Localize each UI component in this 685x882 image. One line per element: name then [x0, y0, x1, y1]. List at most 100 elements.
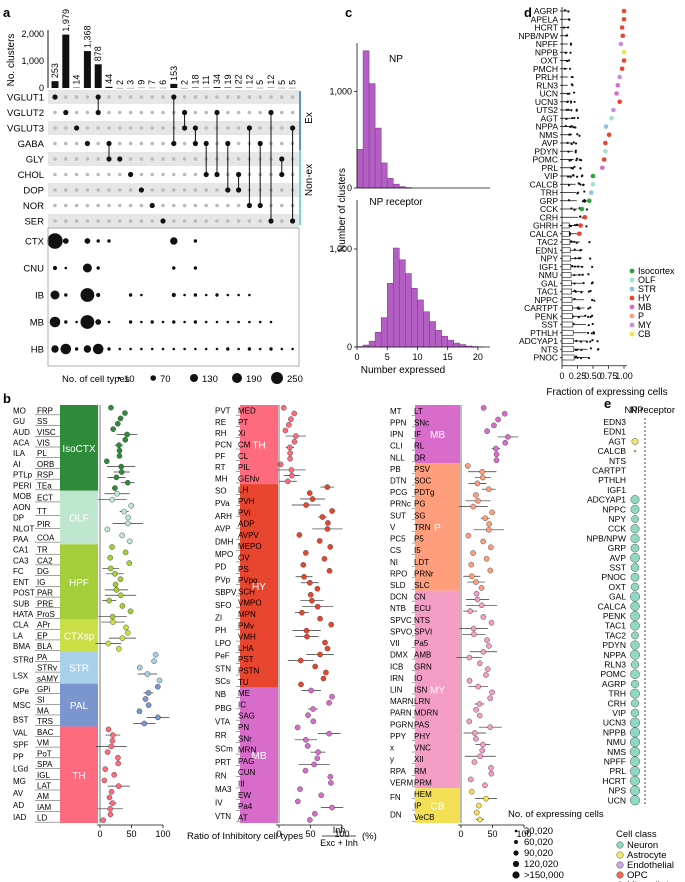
ratio-point	[100, 817, 107, 823]
e-gene-label: NPPA	[603, 650, 626, 660]
np-outlier-point	[566, 141, 569, 144]
e-expr-dot	[630, 649, 640, 660]
matrix-dot-empty	[74, 110, 79, 115]
e-gene-label: IGF1	[607, 485, 626, 495]
matrix-dot-empty	[226, 126, 230, 130]
np-outlier-point	[566, 92, 569, 95]
np-outlier-point	[563, 67, 567, 70]
region-legend-label: Isocortex	[638, 266, 675, 276]
region-size-dot	[237, 320, 240, 324]
np-highlight-point	[601, 157, 607, 162]
np-outlier-point	[574, 151, 577, 154]
e-gene-label: HCRT	[603, 776, 626, 786]
matrix-dot-empty	[258, 219, 263, 223]
np-box	[561, 321, 574, 328]
e-expr-dot	[630, 688, 640, 699]
np-outlier-point	[564, 124, 567, 128]
ratio-point	[122, 549, 129, 556]
np-outlier-point	[566, 34, 569, 37]
ratio-point	[109, 800, 116, 806]
upset-bar-label: 12	[266, 75, 276, 85]
ratio-point	[483, 672, 489, 678]
np-gene-label: NPPC	[534, 295, 558, 305]
subregion-label: PGRN	[390, 720, 413, 729]
matrix-dot-empty	[182, 172, 187, 177]
e-expr-dot	[630, 601, 640, 611]
np-gene-label: NMS	[539, 130, 558, 140]
region-size-dot	[84, 238, 91, 244]
ratio-point	[113, 474, 120, 481]
region-legend-swatch	[629, 304, 635, 310]
ratio-point	[482, 782, 488, 789]
hist-ytick-label: 1,000	[329, 86, 352, 96]
matrix-dot-empty	[236, 95, 241, 99]
np-outlier-point	[567, 59, 571, 62]
ratio-point	[310, 718, 317, 725]
subregion-label: CM	[238, 441, 251, 450]
e-size-legend-dot	[513, 850, 519, 856]
subregion-label: PB	[390, 465, 401, 474]
np-outlier-point	[581, 265, 584, 268]
subregion-label: PC5	[390, 535, 406, 544]
np-highlight-point	[619, 66, 625, 72]
region-size-dot	[128, 293, 133, 297]
e-gene-label: PTHLH	[598, 475, 626, 485]
e-expr-dot	[630, 524, 640, 534]
region-size-dot	[248, 320, 251, 324]
cell-class-swatch	[616, 851, 624, 859]
subregion-label: IGL	[37, 771, 50, 780]
matrix-dot-empty	[128, 95, 133, 99]
neurotransmitter-label: SER	[24, 217, 44, 228]
ratio-point	[136, 708, 143, 715]
ratio-point	[152, 651, 159, 658]
region-group-label: P	[434, 523, 441, 534]
subregion-label: ME	[238, 689, 250, 698]
subregion-label: XII	[414, 755, 424, 764]
np-outlier-point	[573, 208, 576, 211]
matrix-dot-empty	[226, 110, 230, 115]
upset-bar-label: 6	[158, 80, 168, 85]
subregion-label: ZI	[215, 614, 222, 623]
subregion-label: HATA	[13, 610, 34, 619]
np-box	[561, 222, 570, 229]
e-expr-dot	[630, 699, 640, 708]
subregion-label: VII	[390, 639, 400, 648]
e-expr-dot	[630, 563, 640, 572]
np-gene-label: IGF1	[539, 262, 558, 272]
ratio-point	[468, 776, 474, 783]
region-label: HB	[31, 345, 44, 356]
matrix-dot-empty	[64, 172, 68, 177]
ratio-point	[300, 562, 307, 568]
e-expr-dot	[630, 717, 641, 728]
subregion-label: PPY	[390, 732, 407, 741]
subregion-label: SPA	[37, 760, 53, 769]
matrix-dot-empty	[290, 110, 295, 115]
e-gene-label: TAC2	[605, 630, 626, 640]
np-outlier-point	[569, 125, 572, 129]
ratio-point	[324, 484, 331, 490]
subregion-label: VAL	[13, 729, 28, 738]
ratio-point	[312, 663, 318, 670]
ratio-point	[473, 579, 479, 585]
ratio-point	[488, 544, 494, 551]
region-size-dot	[150, 347, 154, 351]
ratio-point	[473, 492, 479, 498]
region-size-dot	[170, 237, 178, 245]
subregion-label: MSC	[13, 701, 31, 710]
subregion-label: PSTN	[238, 666, 260, 675]
matrix-dot-empty	[269, 95, 273, 99]
e-gene-label: EDN3	[603, 417, 626, 427]
subregion-label: GPe	[13, 687, 30, 696]
matrix-dot-filled	[138, 187, 144, 193]
np-gene-label: NMU	[539, 270, 558, 280]
subregion-label: PRNr	[414, 569, 434, 578]
subregion-label: LSX	[13, 672, 29, 681]
matrix-dot-empty	[172, 172, 176, 177]
nonex-label: Non-ex	[304, 164, 315, 196]
subregion-label: Xi	[238, 429, 245, 438]
region-group-label: CB	[431, 802, 445, 813]
region-legend-label: STR	[638, 284, 657, 294]
np-outlier-point	[570, 207, 573, 210]
hist-xtick-label: 10	[412, 352, 422, 362]
panel-b-xlabel: Ratio of Inhibitory cell types	[187, 831, 303, 842]
